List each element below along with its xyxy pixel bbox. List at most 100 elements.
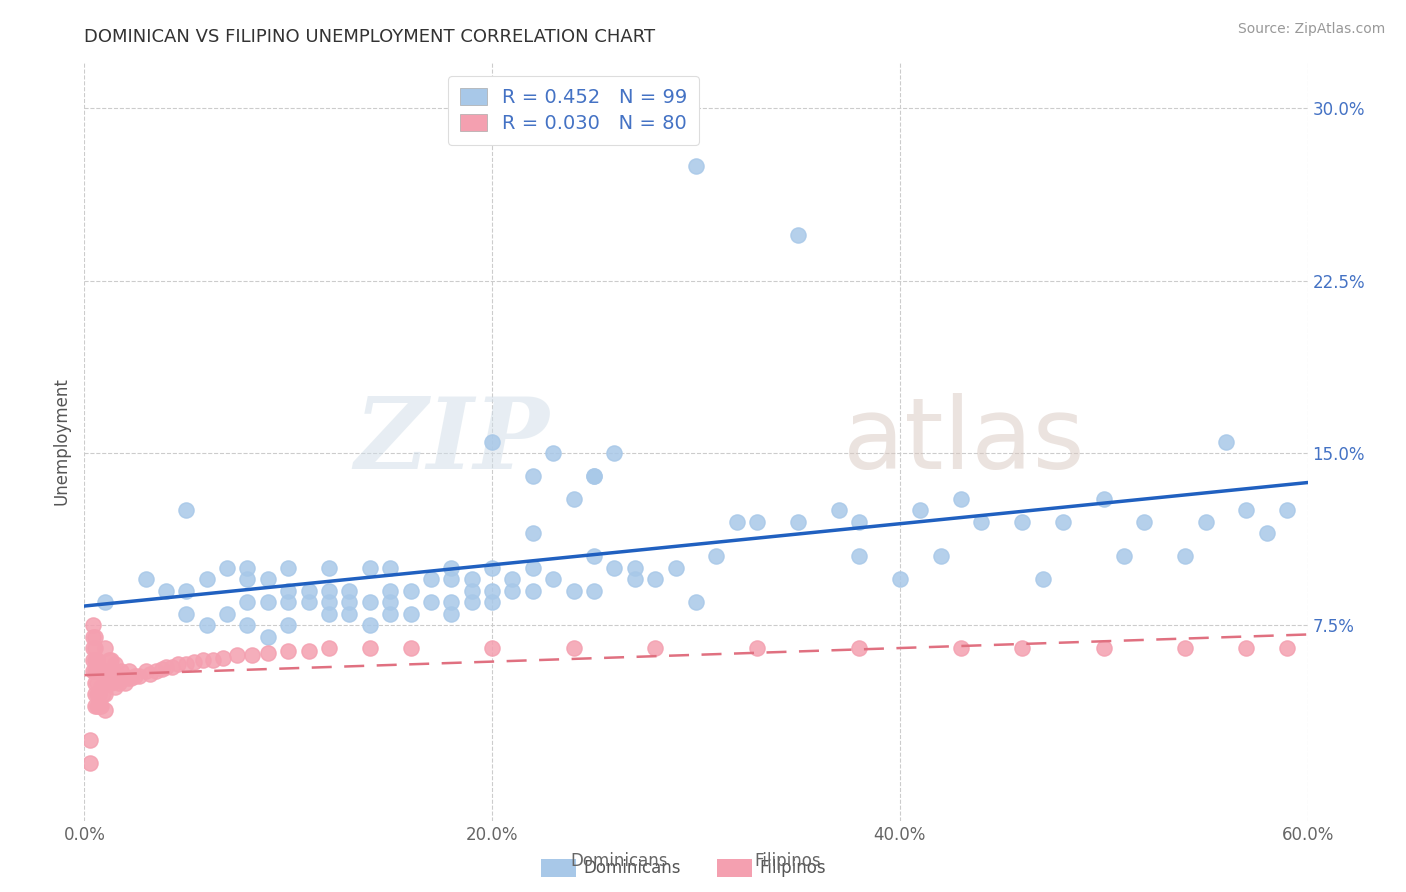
Point [420,573,443,587]
Point [135,573,157,587]
Point [128,669,150,683]
Point [950,491,973,506]
Point [461,583,484,598]
Point [212,650,235,665]
Point [644,641,666,656]
Point [583,469,606,483]
Point [124,669,146,683]
Point [90,665,112,679]
Point [787,227,810,242]
Point [644,573,666,587]
Point [87,665,110,679]
Y-axis label: Unemployment: Unemployment [52,377,70,506]
Point [93,687,115,701]
Point [226,648,249,663]
Point [1032,573,1054,587]
Point [108,675,131,690]
Point [1195,515,1218,529]
Point [93,595,115,609]
Point [298,595,321,609]
Point [160,659,183,673]
Text: DOMINICAN VS FILIPINO UNEMPLOYMENT CORRELATION CHART: DOMINICAN VS FILIPINO UNEMPLOYMENT CORRE… [84,28,655,45]
Point [481,641,503,656]
Point [848,515,870,529]
Point [1277,641,1299,656]
Point [929,549,952,564]
Point [399,607,422,621]
Point [97,675,120,690]
Point [298,583,321,598]
Point [848,549,870,564]
Point [174,657,197,672]
Point [522,469,544,483]
Point [104,681,127,695]
Point [114,675,136,690]
FancyBboxPatch shape [541,859,576,877]
Point [747,641,769,656]
Point [624,573,647,587]
Point [318,595,340,609]
Point [86,653,108,667]
Point [167,657,190,672]
Point [685,159,707,173]
Point [79,756,101,771]
Point [380,607,402,621]
Point [83,630,105,644]
Point [1092,641,1115,656]
Point [87,687,110,701]
Point [145,665,167,679]
Point [86,665,108,679]
Point [93,703,115,717]
Point [120,671,142,685]
Point [481,561,503,575]
Point [86,698,108,713]
Point [298,643,321,657]
Point [481,434,503,449]
Point [502,573,524,587]
Point [86,687,108,701]
Point [440,561,463,575]
Point [174,583,197,598]
Point [257,646,280,660]
Point [562,641,585,656]
Point [174,607,197,621]
Point [236,561,259,575]
Point [603,561,626,575]
Point [318,561,340,575]
Point [1114,549,1136,564]
Point [277,561,299,575]
Text: Filipinos: Filipinos [759,859,825,877]
Point [461,573,484,587]
Point [257,595,280,609]
Point [83,665,105,679]
Point [174,503,197,517]
Point [339,607,361,621]
Point [277,618,299,632]
Point [543,446,565,460]
Point [79,733,101,747]
Point [562,491,585,506]
Point [201,653,224,667]
Point [380,583,402,598]
Point [91,665,114,679]
Point [236,595,259,609]
Point [380,561,402,575]
Point [583,549,606,564]
Point [359,561,381,575]
Point [277,643,299,657]
FancyBboxPatch shape [717,859,752,877]
Point [100,653,122,667]
Point [725,515,748,529]
Point [603,446,626,460]
Point [195,618,218,632]
Point [236,618,259,632]
Point [481,595,503,609]
Point [440,573,463,587]
Point [420,595,443,609]
Point [138,666,160,681]
Point [318,607,340,621]
Point [97,653,120,667]
Point [502,583,524,598]
Point [105,671,128,685]
Point [828,503,851,517]
